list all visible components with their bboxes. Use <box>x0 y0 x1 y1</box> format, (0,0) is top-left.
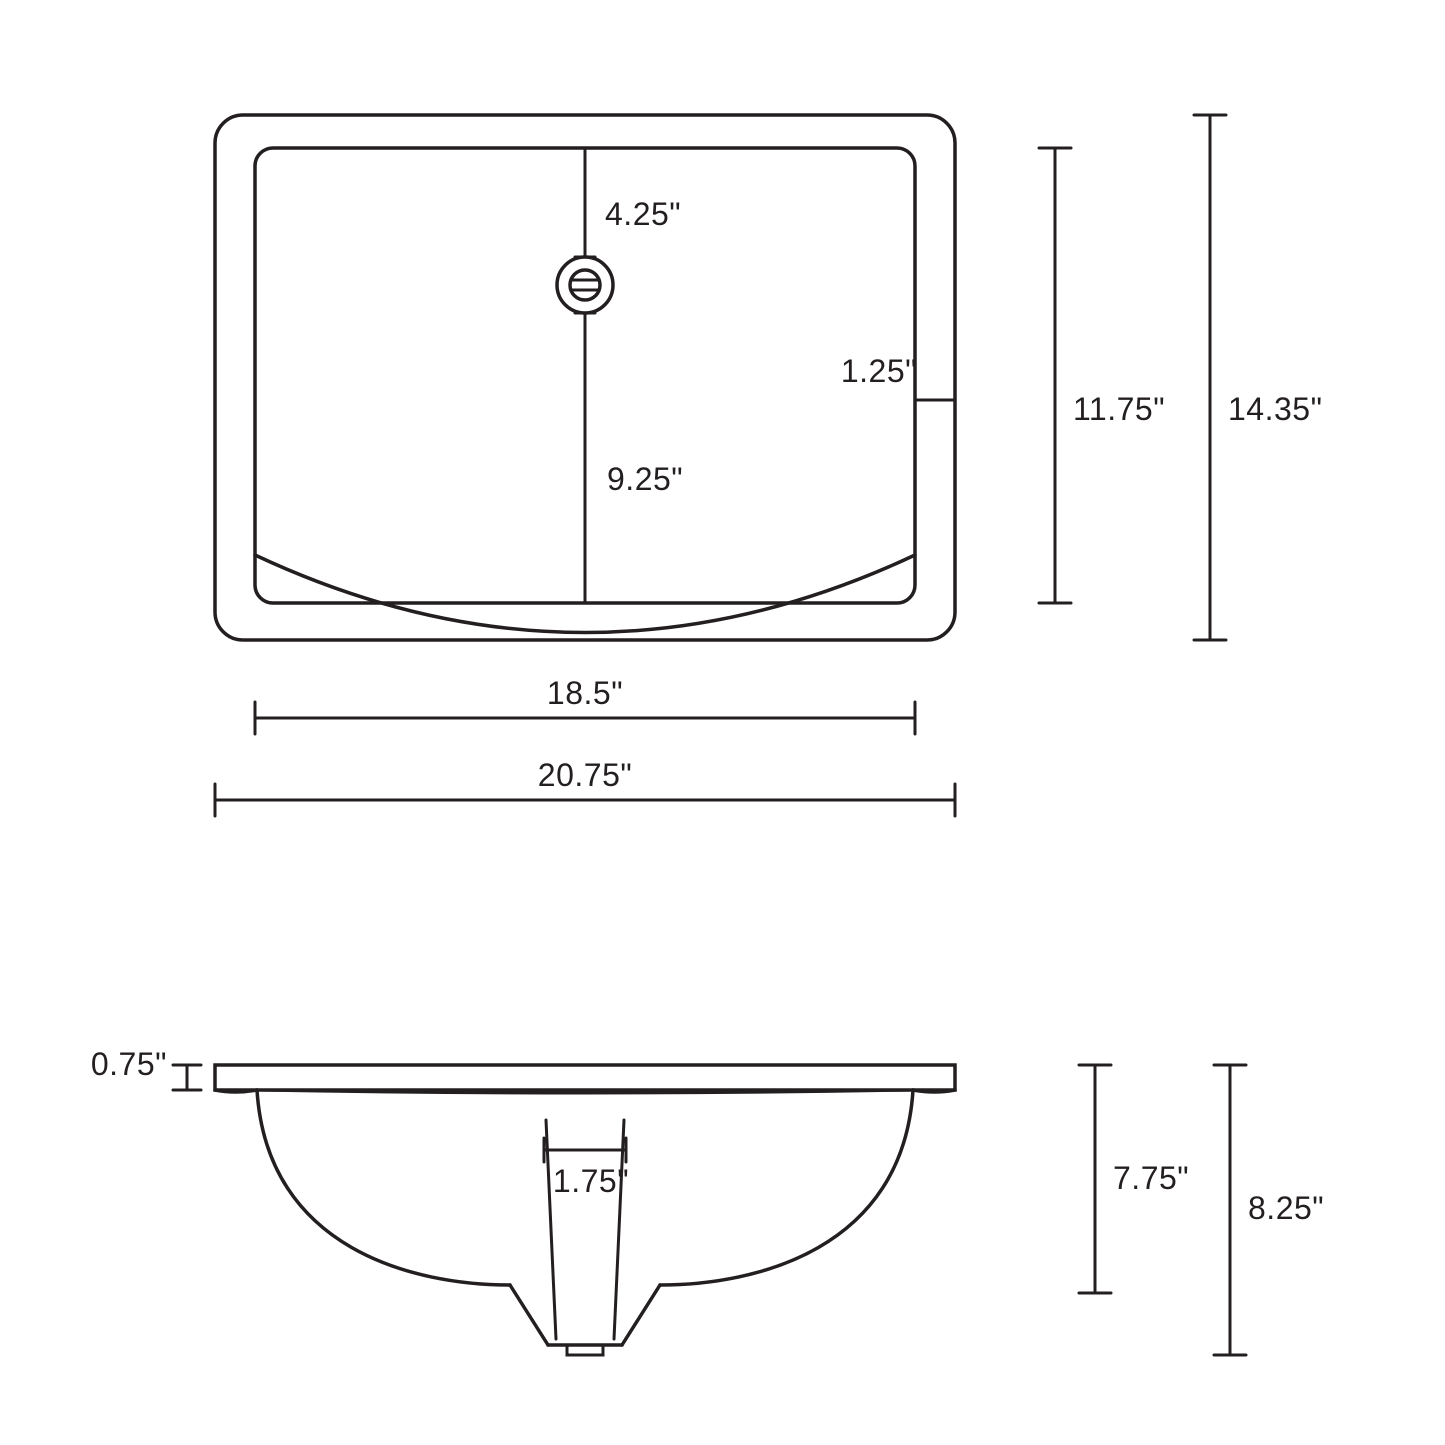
dim-1-25: 1.25" <box>841 353 917 389</box>
dim-9-25: 9.25" <box>607 461 683 497</box>
dim-1-75: 1.75" <box>553 1163 629 1199</box>
drain-outer <box>557 257 613 313</box>
dim-14-35: 14.35" <box>1228 391 1322 427</box>
dim-8-25: 8.25" <box>1248 1190 1324 1226</box>
dim-0-75: 0.75" <box>91 1046 167 1082</box>
dim-18-5: 18.5" <box>547 675 623 711</box>
drain-inner <box>570 270 600 300</box>
dim-11-75: 11.75" <box>1073 391 1165 427</box>
dim-20-75: 20.75" <box>538 757 632 793</box>
dim-7-75: 7.75" <box>1113 1160 1189 1196</box>
dim-4-25: 4.25" <box>605 196 681 232</box>
side-rim <box>215 1065 955 1090</box>
